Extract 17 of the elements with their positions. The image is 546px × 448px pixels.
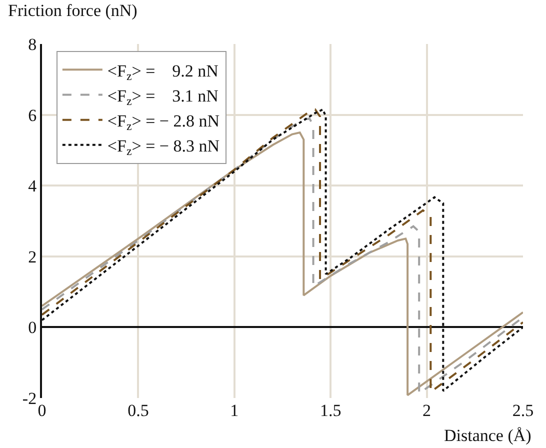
y-tick-label: 2 [28, 247, 37, 266]
x-tick-label: 1.5 [320, 401, 342, 420]
x-tick-label: 2.5 [512, 401, 534, 420]
x-tick-label: 1 [230, 401, 239, 420]
y-tick-label: 6 [28, 106, 37, 125]
x-tick-label: 0.5 [128, 401, 149, 420]
legend-label: <F$_{z}$> = 9.2 nN [107, 61, 218, 83]
legend-label: <F$_{z}$> = − 2.8 nN [107, 111, 220, 134]
y-tick-label: 8 [28, 34, 37, 54]
y-tick-label: 0 [28, 318, 37, 338]
y-tick-label: 4 [28, 176, 38, 196]
y-axis-title: Friction force (nN) [8, 1, 138, 20]
legend-label: <F$_{z}$> = − 8.3 nN [107, 136, 220, 158]
x-axis-title: Distance (Å) [444, 426, 532, 445]
x-tick-label: 2 [422, 401, 432, 420]
legend-label: <F$_{z}$> = 3.1 nN [107, 86, 218, 108]
y-tick-label: -2 [22, 388, 37, 408]
